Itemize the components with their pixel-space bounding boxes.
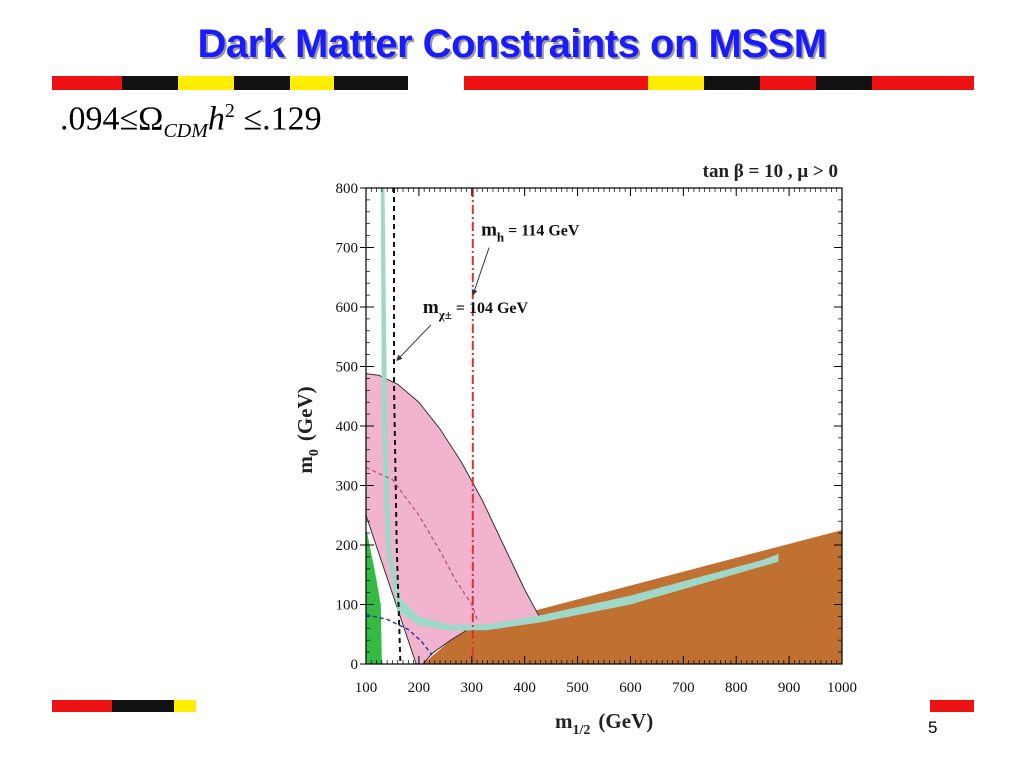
stripe-segment	[464, 76, 520, 90]
annotation-arrow	[396, 324, 432, 361]
formula-power: 2	[224, 100, 235, 122]
stripe-segment	[872, 76, 974, 90]
y-tick-label: 200	[336, 538, 359, 554]
regions-layer	[365, 188, 842, 665]
x-tick-label: 800	[725, 680, 748, 696]
y-tick-label: 700	[336, 241, 359, 257]
stripe-segment	[704, 76, 760, 90]
y-axis-label-main: m	[293, 456, 317, 474]
chart-title: tan β = 10 , μ > 0	[703, 161, 838, 182]
annotation-rest: = 104 GeV	[452, 300, 529, 317]
stripe-segment	[234, 76, 290, 90]
stripe-segment	[408, 76, 464, 90]
x-tick-label: 500	[566, 680, 589, 696]
formula-leq-1: ≤	[119, 100, 139, 138]
y-tick-label: 100	[336, 598, 359, 614]
stripe-segment	[290, 76, 334, 90]
x-axis-label: m1/2 (GeV)	[555, 709, 653, 738]
ticks-layer: 100 200 300 400 500 600 700 800 900 1000 0 100 200 30…	[336, 181, 858, 696]
formula-upper: .129	[262, 100, 322, 138]
page-number: 5	[928, 718, 938, 737]
stripe-segment	[520, 76, 576, 90]
y-axis-label-unit: (GeV)	[293, 386, 317, 441]
x-tick-label: 1000	[827, 680, 857, 696]
x-tick-label: 600	[619, 680, 642, 696]
stripe-segment	[648, 76, 704, 90]
bottom-left-stripe	[52, 700, 196, 712]
x-axis-label-sub: 1/2	[573, 723, 591, 738]
relic-density-formula: .094≤ΩCDMh2 ≤.129	[60, 100, 322, 142]
y-tick-label: 300	[336, 479, 359, 495]
y-axis-label-sub: 0	[307, 449, 322, 456]
line-pink-dashed-contour	[365, 467, 478, 620]
stripe-segment	[174, 700, 196, 712]
slide-title: Dark Matter Constraints on MSSM	[197, 22, 827, 66]
y-tick-label: 500	[336, 360, 359, 376]
y-tick-label: 800	[336, 181, 359, 197]
stripe-segment	[178, 76, 234, 90]
formula-lower: .094	[60, 100, 120, 138]
x-axis-label-unit: (GeV)	[598, 709, 653, 733]
x-tick-label: 900	[778, 680, 801, 696]
x-tick-label: 300	[461, 680, 484, 696]
formula-subscript: CDM	[163, 120, 208, 143]
region-b-to-s-gamma-excluded	[366, 527, 382, 664]
x-tick-label: 700	[672, 680, 695, 696]
bottom-right-stripe	[930, 700, 974, 712]
y-tick-label: 400	[336, 419, 359, 435]
stripe-segment	[576, 76, 648, 90]
stripe-segment	[112, 700, 174, 712]
annotation-sub: χ±	[438, 307, 452, 322]
y-tick-label: 600	[336, 300, 359, 316]
annotation-arrow	[471, 247, 490, 296]
line-m_chi_plus_minus_104	[393, 188, 402, 665]
stripe-segment	[52, 76, 122, 90]
x-tick-label: 200	[408, 680, 431, 696]
annotation-sub: h	[497, 230, 505, 245]
x-tick-label: 100	[355, 680, 378, 696]
formula-leq-2: ≤	[243, 100, 263, 138]
top-stripe	[52, 76, 974, 90]
stripe-segment	[816, 76, 872, 90]
annotation-mh: mh = 114 GeV	[481, 220, 580, 245]
line-blue-dashed-contour	[365, 613, 433, 656]
stripe-segment	[760, 76, 816, 90]
annotation-rest: = 114 GeV	[504, 223, 580, 240]
stripe-segment	[52, 700, 112, 712]
y-tick-label: 0	[351, 657, 359, 673]
annotation-main: m	[481, 220, 497, 241]
formula-h: h	[207, 100, 225, 138]
stripe-segment	[334, 76, 408, 90]
annotation-main: m	[423, 297, 439, 318]
x-tick-label: 400	[513, 680, 536, 696]
stripe-segment	[930, 700, 974, 712]
stripe-segment	[122, 76, 178, 90]
x-axis-label-main: m	[555, 709, 573, 733]
formula-omega: Ω	[138, 100, 164, 138]
y-axis-label: m0 (GeV)	[293, 386, 322, 473]
annotation-mchi: mχ± = 104 GeV	[423, 297, 529, 322]
lines-layer	[365, 188, 478, 665]
